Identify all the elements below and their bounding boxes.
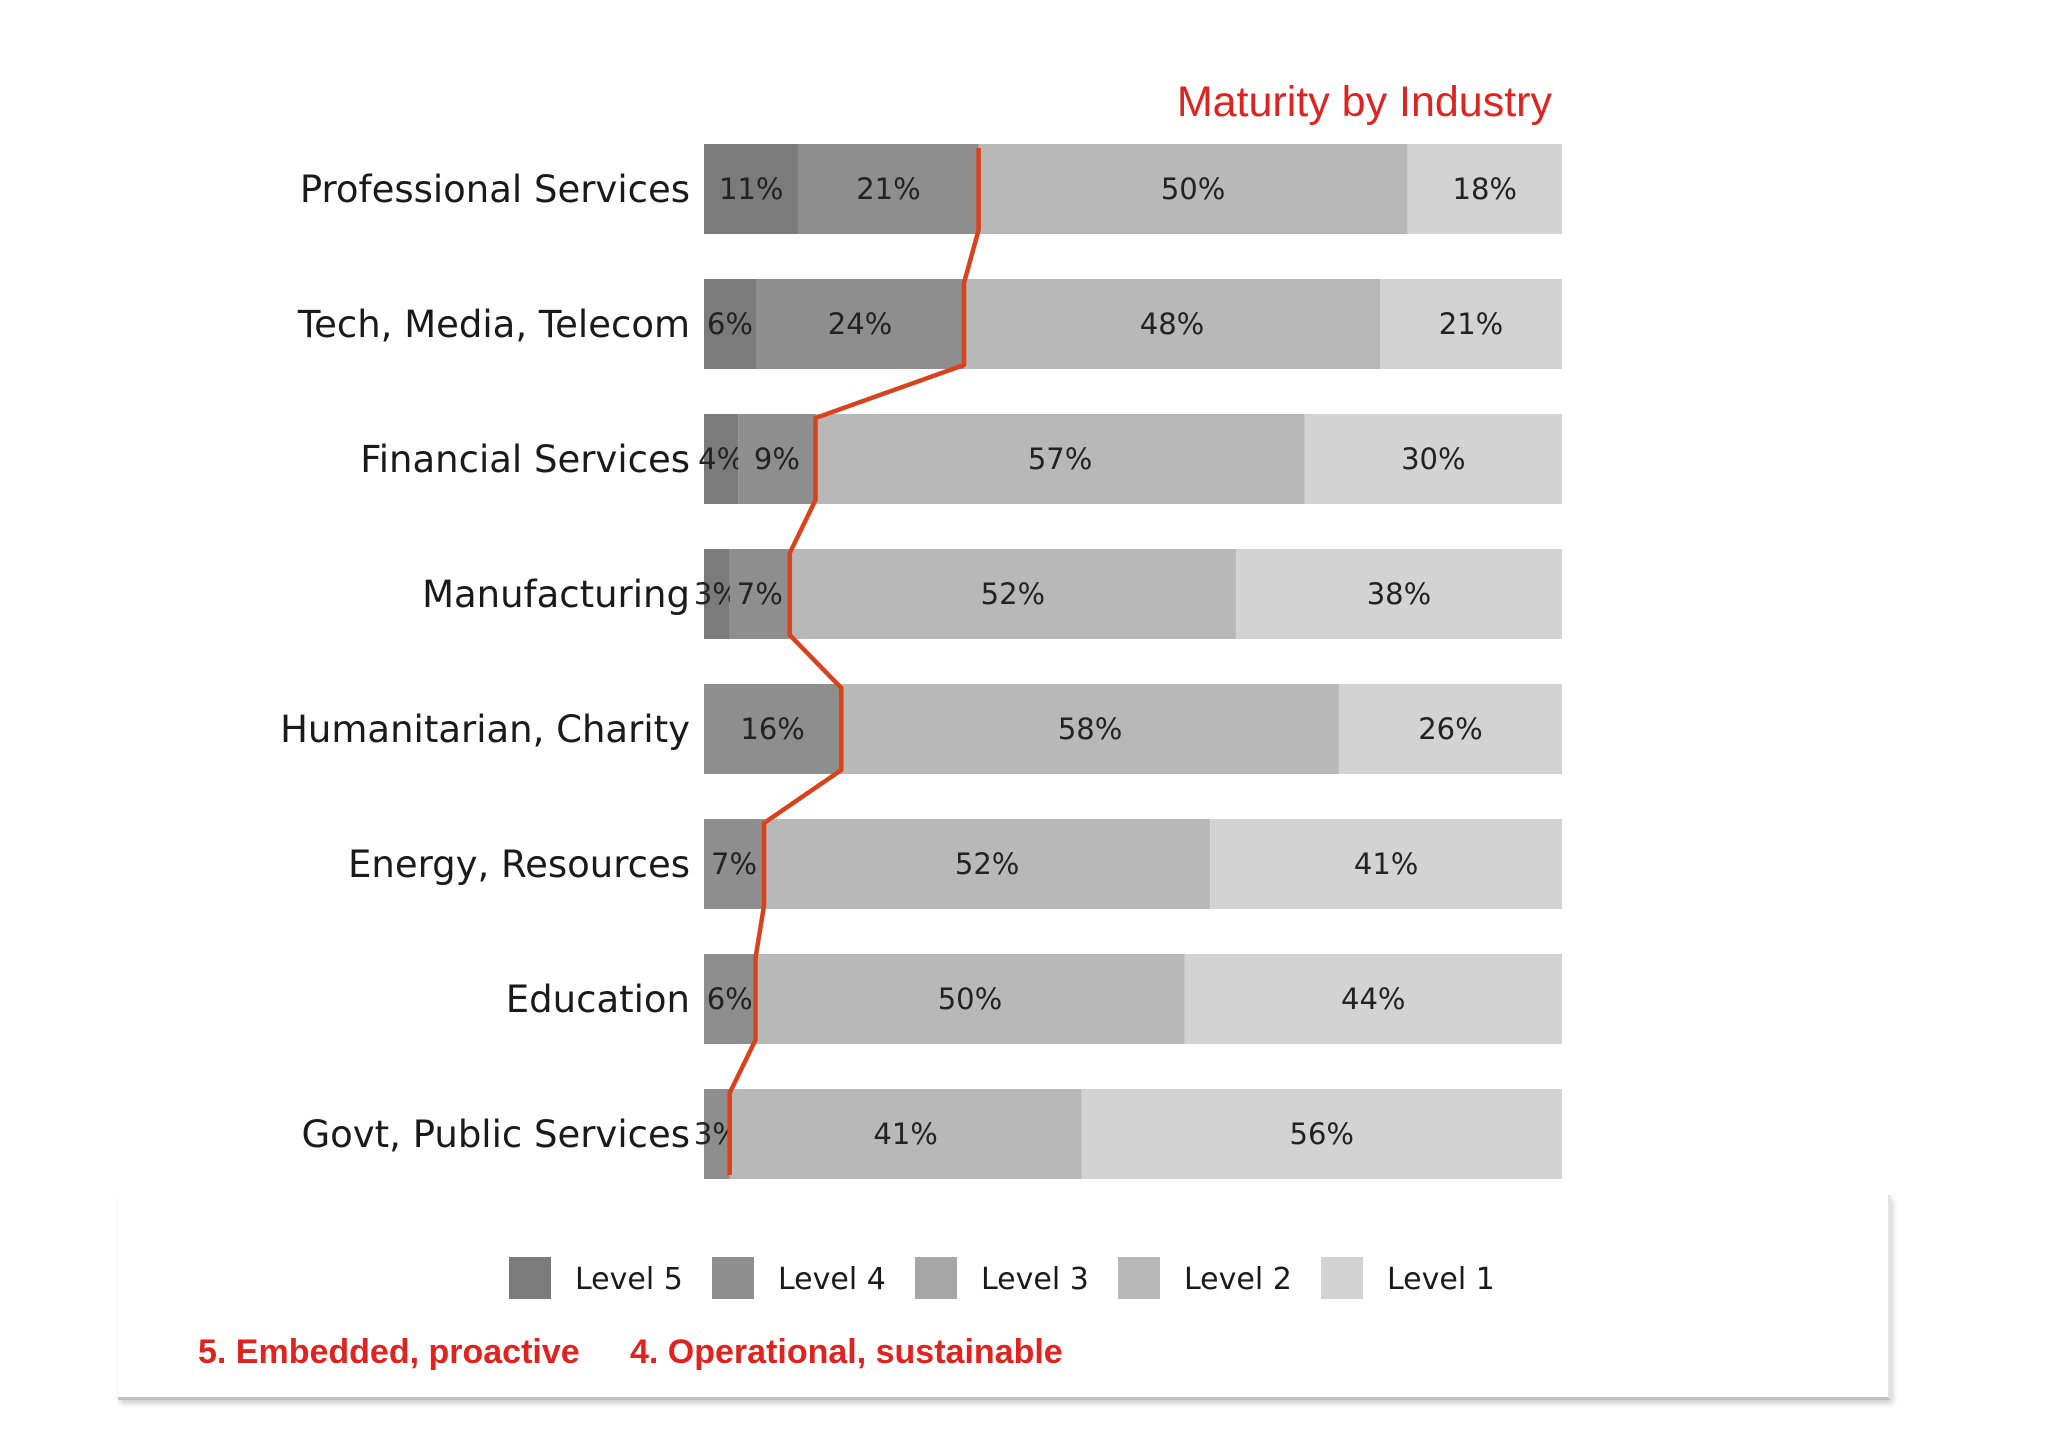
legend-label-level-3: Level 3 [981, 1262, 1089, 1297]
data-label-tech-media-telecom-level-5: 6% [707, 307, 753, 341]
data-label-tech-media-telecom-level-4: 24% [828, 307, 892, 341]
legend-label-level-5: Level 5 [575, 1262, 683, 1297]
data-label-tech-media-telecom-level-1: 21% [1439, 307, 1503, 341]
category-label-professional-services: Professional Services [300, 168, 690, 211]
data-label-education-level-2: 50% [938, 982, 1002, 1016]
bar-education-level-2 [755, 954, 1185, 1044]
data-label-professional-services-level-4: 21% [856, 172, 920, 206]
data-label-humanitarian-charity-level-1: 26% [1418, 712, 1482, 746]
data-label-energy-resources-level-4: 7% [711, 847, 757, 881]
bar-professional-services-level-5 [704, 144, 799, 234]
bar-humanitarian-charity-level-2 [841, 684, 1339, 774]
footnotes: 5. Embedded, proactive 4. Operational, su… [198, 1333, 1063, 1371]
bar-govt-public-services-level-2 [729, 1089, 1082, 1179]
bar-tech-media-telecom-level-2 [964, 279, 1380, 369]
legend-swatch-level-4 [712, 1257, 754, 1299]
data-label-professional-services-level-2: 50% [1161, 172, 1225, 206]
data-label-humanitarian-charity-level-4: 16% [740, 712, 804, 746]
legend-label-level-2: Level 2 [1184, 1262, 1292, 1297]
data-label-education-level-4: 6% [707, 982, 753, 1016]
bar-manufacturing-level-2 [789, 549, 1236, 639]
data-label-professional-services-level-5: 11% [719, 172, 783, 206]
data-label-financial-services-level-5: 4% [698, 442, 744, 476]
data-label-financial-services-level-4: 9% [754, 442, 800, 476]
legend-swatch-level-1 [1321, 1257, 1363, 1299]
bar-financial-services-level-5 [704, 414, 739, 504]
bar-professional-services-level-1 [1407, 144, 1562, 234]
category-label-manufacturing: Manufacturing [422, 573, 690, 616]
bar-professional-services-level-4 [798, 144, 979, 234]
data-label-energy-resources-level-2: 52% [955, 847, 1019, 881]
legend-label-level-4: Level 4 [778, 1262, 886, 1297]
bar-humanitarian-charity-level-4 [704, 684, 842, 774]
footnote-1: 5. Embedded, proactive [198, 1333, 580, 1371]
bar-manufacturing-level-4 [729, 549, 790, 639]
category-labels: Professional Services Tech, Media, Teleco… [280, 168, 690, 1156]
bar-financial-services-level-1 [1304, 414, 1562, 504]
data-label-energy-resources-level-1: 41% [1354, 847, 1418, 881]
legend-swatch-level-3 [915, 1257, 957, 1299]
legend-swatch-level-2 [1118, 1257, 1160, 1299]
bar-professional-services-level-2 [978, 144, 1408, 234]
data-label-manufacturing-level-1: 38% [1367, 577, 1431, 611]
legend: Level 5 Level 4 Level 3 Level 2 Level 1 [509, 1257, 1495, 1299]
data-label-govt-public-services-level-2: 41% [873, 1117, 937, 1151]
legend-card [118, 1195, 1891, 1400]
bar-energy-resources-level-4 [704, 819, 765, 909]
bar-energy-resources-level-1 [1210, 819, 1562, 909]
bar-energy-resources-level-2 [764, 819, 1211, 909]
footnote-2: 4. Operational, sustainable [630, 1333, 1063, 1371]
bar-humanitarian-charity-level-1 [1338, 684, 1562, 774]
bar-education-level-1 [1184, 954, 1562, 1044]
data-label-humanitarian-charity-level-2: 58% [1058, 712, 1122, 746]
maturity-boundary-line [727, 148, 981, 1175]
data-label-financial-services-level-1: 30% [1401, 442, 1465, 476]
category-label-tech-media-telecom: Tech, Media, Telecom [297, 303, 690, 346]
bars-layer: 11% 21% 50% 18%6% 24% 48% 21%4% 9% 57% 30%3%7% 52%… [694, 144, 1562, 1179]
category-label-financial-services: Financial Services [360, 438, 690, 481]
category-label-education: Education [506, 978, 690, 1021]
category-label-energy-resources: Energy, Resources [348, 843, 690, 886]
data-label-professional-services-level-1: 18% [1453, 172, 1517, 206]
legend-label-level-1: Level 1 [1387, 1262, 1495, 1297]
bar-tech-media-telecom-level-1 [1380, 279, 1562, 369]
bar-financial-services-level-4 [738, 414, 816, 504]
bar-manufacturing-level-1 [1235, 549, 1562, 639]
chart-title: Maturity by Industry [1177, 78, 1553, 126]
bar-tech-media-telecom-level-5 [704, 279, 756, 369]
data-label-manufacturing-level-2: 52% [981, 577, 1045, 611]
category-label-humanitarian-charity: Humanitarian, Charity [280, 708, 690, 751]
category-label-govt-public-services: Govt, Public Services [301, 1113, 690, 1156]
bar-financial-services-level-2 [815, 414, 1305, 504]
bar-govt-public-services-level-1 [1081, 1089, 1562, 1179]
data-label-govt-public-services-level-1: 56% [1290, 1117, 1354, 1151]
bar-manufacturing-level-5 [704, 549, 730, 639]
data-label-tech-media-telecom-level-2: 48% [1140, 307, 1204, 341]
data-label-education-level-1: 44% [1341, 982, 1405, 1016]
bar-education-level-4 [704, 954, 756, 1044]
legend-swatch-level-5 [509, 1257, 551, 1299]
bar-govt-public-services-level-4 [704, 1089, 730, 1179]
data-label-manufacturing-level-4: 7% [737, 577, 783, 611]
data-label-financial-services-level-2: 57% [1028, 442, 1092, 476]
bar-tech-media-telecom-level-4 [756, 279, 964, 369]
